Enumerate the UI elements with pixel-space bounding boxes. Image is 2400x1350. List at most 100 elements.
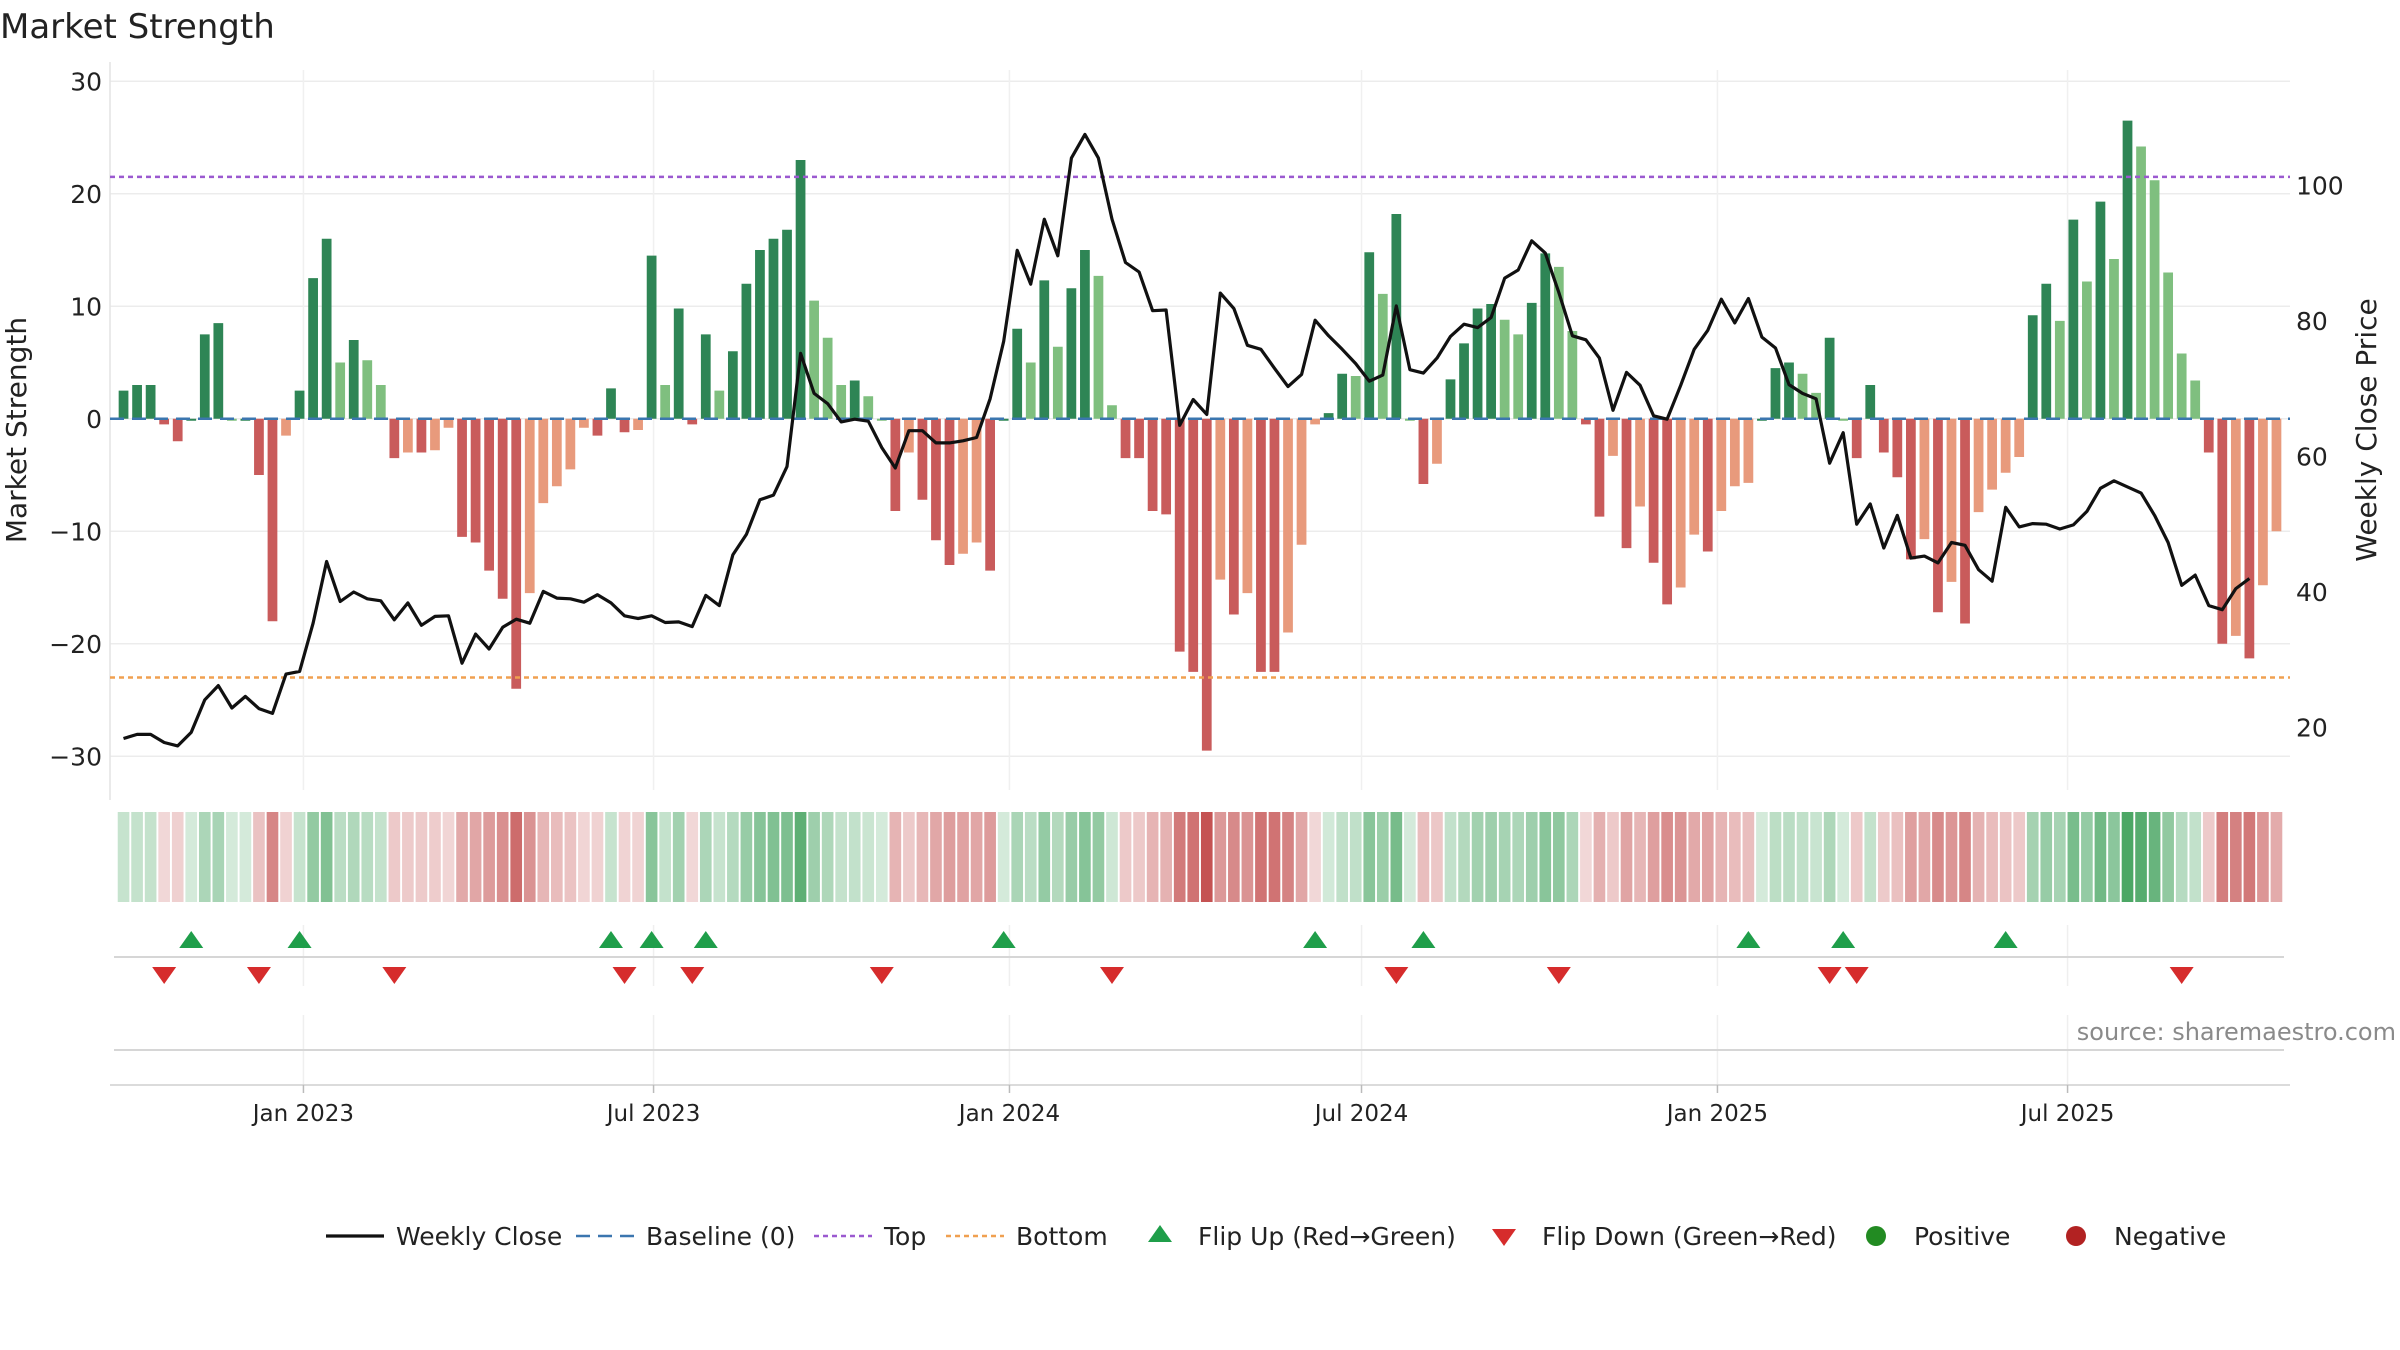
heat-cell [848, 812, 861, 902]
strength-bar [606, 388, 616, 419]
heat-cell [727, 812, 739, 902]
strength-bar [2095, 201, 2106, 419]
heat-cell [429, 812, 441, 902]
strength-bar [1080, 250, 1090, 419]
strength-bar [1973, 418, 1984, 513]
strength-bar [348, 340, 359, 419]
strength-bar [1702, 418, 1713, 552]
heat-cell [2108, 812, 2120, 902]
strength-bar [2082, 281, 2092, 419]
heat-cell [930, 812, 942, 902]
strength-bar [1147, 418, 1158, 511]
strength-bar [1350, 376, 1361, 419]
heat-cell [1485, 812, 1497, 902]
heat-cell [578, 812, 590, 902]
heat-cell [672, 812, 685, 902]
strength-bar [2109, 259, 2119, 419]
strength-bar [1540, 253, 1551, 419]
heat-cell [767, 812, 780, 902]
heat-cell [1065, 812, 1078, 902]
heat-cell [158, 812, 170, 902]
legend-item-line: Weekly Close [326, 1222, 562, 1251]
heat-cell [442, 812, 455, 902]
heat-cell [1160, 812, 1172, 902]
legend-label: Weekly Close [396, 1222, 562, 1251]
heat-cell [1228, 812, 1240, 902]
strength-bar [1025, 362, 1036, 419]
strength-bar [1174, 418, 1185, 652]
heat-cell [469, 812, 482, 902]
strength-bar [1093, 275, 1104, 419]
strength-bar [1716, 418, 1727, 511]
strength-bar [362, 360, 373, 419]
heat-cell [1011, 812, 1024, 902]
heat-cell [483, 812, 495, 902]
strength-bar [1337, 373, 1348, 419]
flip-down-marker [869, 967, 894, 984]
strength-bar [1499, 319, 1510, 419]
strength-bar [741, 283, 752, 419]
strength-bar [524, 418, 535, 594]
heat-cell [970, 812, 983, 902]
heat-cell [1742, 812, 1755, 902]
flip-down-marker [382, 967, 407, 984]
heat-cell [1688, 812, 1701, 902]
strength-bar [1066, 288, 1077, 419]
legend-flip-down-swatch [1492, 1229, 1516, 1246]
strength-bar [199, 334, 210, 419]
strength-bar [1283, 418, 1293, 633]
heat-cell [117, 812, 130, 902]
heat-cell [347, 812, 360, 902]
heat-cell [903, 812, 915, 902]
strength-bar [1635, 418, 1645, 507]
flip-down-marker [1844, 967, 1869, 984]
strength-bar [281, 418, 291, 436]
heat-cell [1972, 812, 1985, 902]
strength-bar [2041, 283, 2052, 419]
y-right-axis: 20 40 60 80 100 [2296, 171, 2344, 742]
strength-bar [565, 418, 576, 470]
heat-cell [2202, 812, 2215, 902]
strength-bar [1012, 328, 1023, 419]
heat-cell [957, 812, 969, 902]
strength-bar [1052, 346, 1063, 419]
strength-bar [294, 390, 305, 419]
heat-cell [713, 812, 726, 902]
legend-label: Negative [2114, 1222, 2226, 1251]
strength-bar [1608, 418, 1618, 456]
strength-bar [1797, 373, 1808, 419]
strength-bar [1486, 304, 1496, 419]
flip-up-marker [1303, 931, 1328, 948]
legend-negative-swatch [2066, 1226, 2086, 1246]
y-left-tick-label: 20 [70, 180, 102, 209]
y-left-axis: 30 20 10 0 −10 −20 −30 [49, 67, 102, 771]
heat-cell [2243, 812, 2256, 902]
legend-label: Flip Down (Green→Red) [1542, 1222, 1837, 1251]
flip-down-marker [612, 967, 637, 984]
heat-cell [1024, 812, 1037, 902]
heat-cell [537, 812, 550, 902]
heat-cell [1877, 812, 1890, 902]
strength-bar [714, 390, 725, 419]
strength-bar [1161, 418, 1172, 515]
y-left-tick-label: 30 [70, 67, 102, 96]
heat-cell [1349, 812, 1362, 902]
heat-cell [1458, 812, 1470, 902]
flip-up-marker [179, 931, 204, 948]
heat-cell [781, 812, 793, 902]
x-tick-label: Jan 2025 [1665, 1101, 1768, 1127]
strength-bar [416, 418, 427, 453]
strength-bar [538, 418, 549, 504]
heat-cell [1417, 812, 1430, 902]
strength-bar [1838, 418, 1849, 421]
heat-cell [239, 812, 252, 902]
strength-bar [186, 418, 197, 421]
strength-bar [484, 418, 495, 571]
heat-cell [1769, 812, 1782, 902]
strength-bar [687, 418, 698, 425]
heat-cell [307, 812, 319, 902]
strength-bar [2027, 315, 2038, 419]
strength-bar [1553, 266, 1564, 419]
heat-cell [1891, 812, 1904, 902]
strength-bar [1391, 214, 1402, 419]
